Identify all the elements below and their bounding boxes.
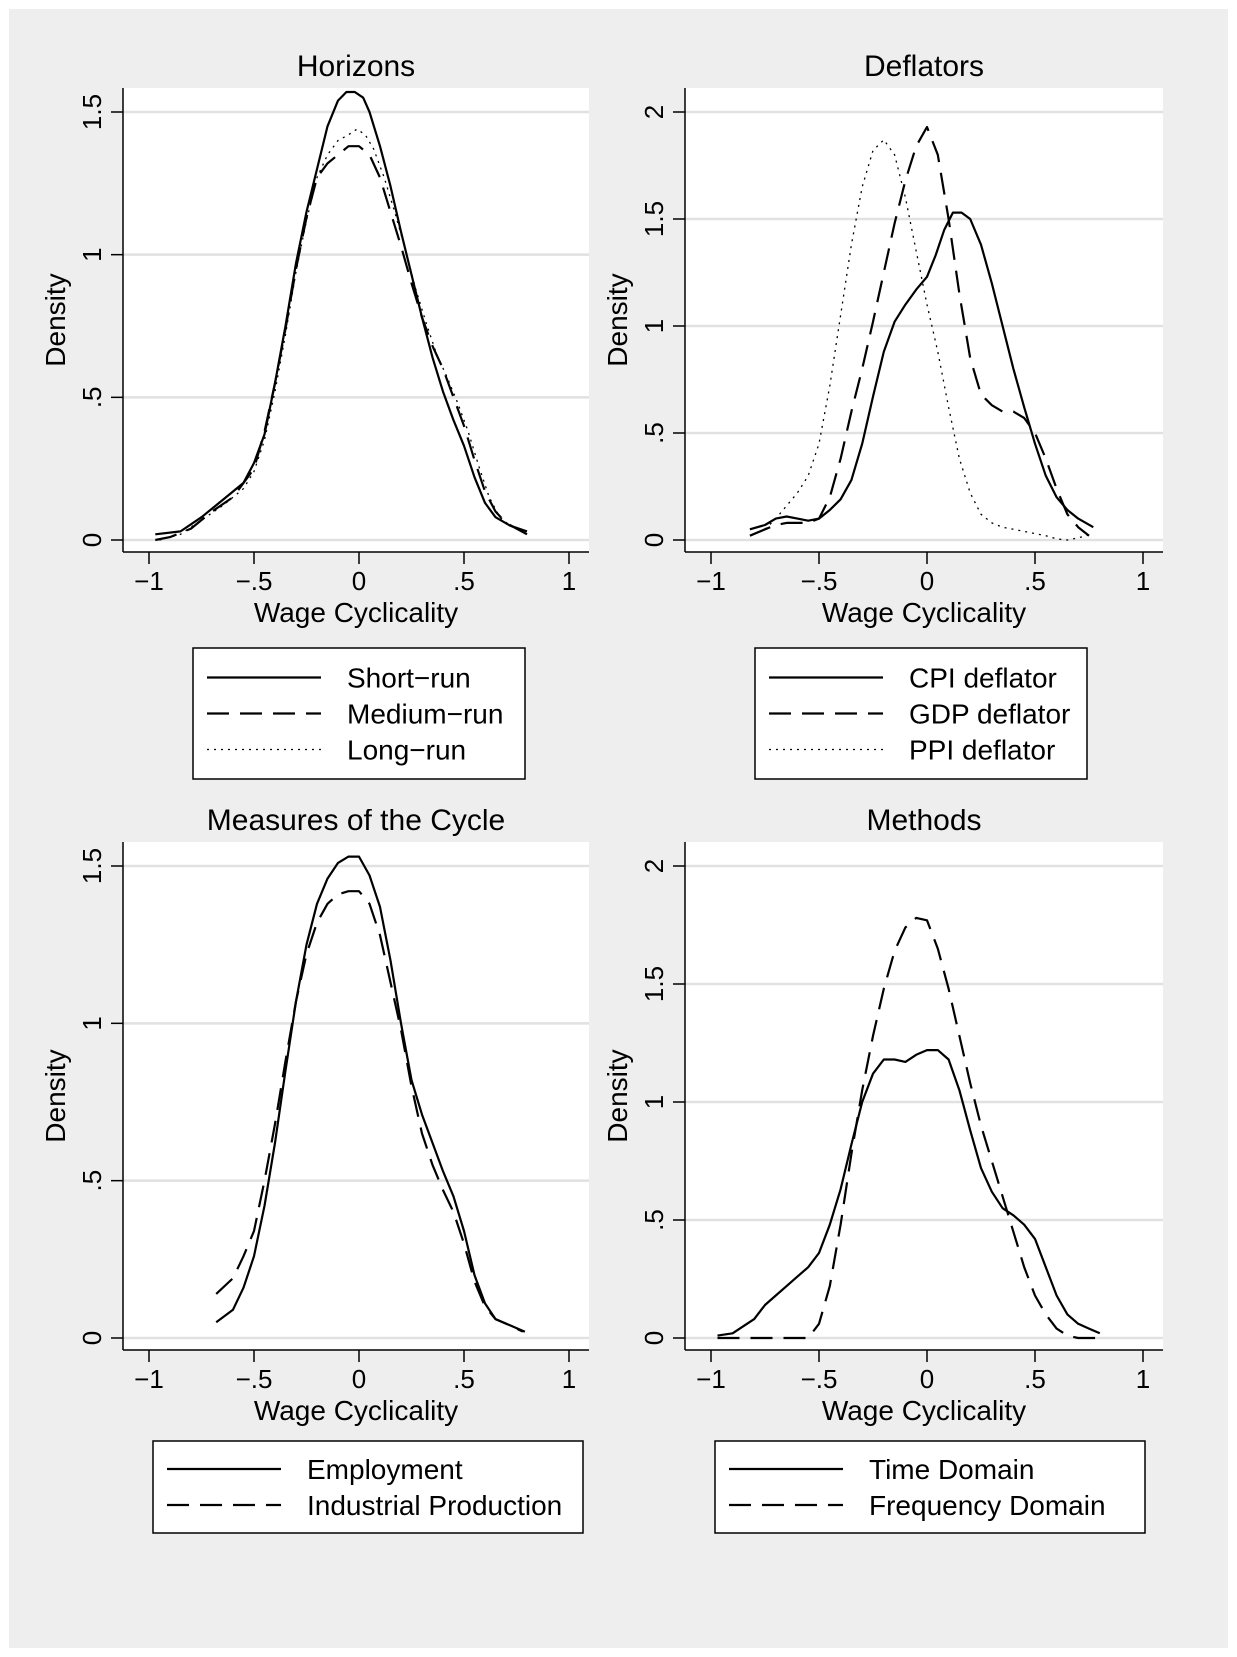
x-tick-label: 0	[920, 566, 934, 596]
legend-box	[714, 1440, 1146, 1534]
plot-area	[685, 842, 1163, 1350]
legend-label-2: Medium−run	[347, 699, 503, 730]
panel-measures-of-the-cycle: Measures of the Cycle 0 .5 1 1.5 −1 −.5 0 .5 1 Wag…	[40, 809, 589, 1534]
x-tick-label: 1	[562, 566, 576, 596]
legend: CPI deflator GDP deflator PPI deflator	[754, 647, 1088, 780]
y-tick-label: 1	[639, 1095, 669, 1109]
y-tick-label: .5	[639, 422, 669, 444]
x-tick-label: 0	[920, 1364, 934, 1394]
series-line-2	[155, 145, 528, 542]
y-tick-label: 1.5	[77, 848, 107, 884]
x-tick-label: −.5	[236, 566, 273, 596]
x-tick-label: 1	[1136, 1364, 1150, 1394]
series-line-1	[155, 90, 528, 536]
legend: Time Domain Frequency Domain	[714, 1440, 1146, 1534]
y-tick-label: 1.5	[639, 201, 669, 237]
y-tick-label: 0	[77, 533, 107, 547]
x-axis-title: Wage Cyclicality	[822, 1395, 1026, 1426]
x-tick-label: −.5	[801, 1364, 838, 1394]
legend: Short−run Medium−run Long−run	[192, 647, 526, 780]
x-tick-label: .5	[453, 1364, 475, 1394]
series-line-2	[717, 916, 1100, 1340]
series-line-1	[749, 211, 1094, 531]
legend-label-3: Long−run	[347, 735, 466, 766]
chart-title: Methods	[866, 809, 981, 837]
x-tick-label: .5	[1024, 566, 1046, 596]
legend-label-1: Time Domain	[869, 1454, 1034, 1485]
x-tick-label: −.5	[236, 1364, 273, 1394]
y-tick-label: .5	[77, 386, 107, 408]
plot-area	[123, 88, 589, 552]
x-tick-label: −.5	[801, 566, 838, 596]
figure-background: Horizons 0.5 1 1.5 −1 −.5 0.5 1 Wage Cyclicality…	[9, 9, 1228, 1648]
panel-methods: Methods 0 .5 1 1.5 2 −1 −.5 0 .5 1 Wage Cyclicality…	[602, 809, 1163, 1534]
x-tick-label: −1	[134, 1364, 164, 1394]
legend-label-1: CPI deflator	[909, 663, 1057, 694]
y-axis-title: Density	[602, 1049, 633, 1142]
x-tick-label: 0	[352, 1364, 366, 1394]
y-tick-label: .5	[77, 1170, 107, 1192]
legend-label-1: Short−run	[347, 663, 471, 694]
plot-area	[685, 88, 1163, 552]
legend-label-1: Employment	[307, 1454, 463, 1485]
y-axis-title: Density	[602, 273, 633, 366]
legend: Employment Industrial Production	[152, 1440, 584, 1534]
x-tick-label: 1	[1136, 566, 1150, 596]
legend-box	[152, 1440, 584, 1534]
y-tick-label: 1.5	[77, 94, 107, 130]
x-axis-title: Wage Cyclicality	[254, 597, 458, 628]
panel-deflators: Deflators 0 .5 1 1.5 2 −1 −.5 0 .5 1 Wage Cyclicali…	[602, 50, 1163, 780]
y-tick-label: .5	[639, 1209, 669, 1231]
series-line-2	[749, 125, 1090, 537]
y-tick-label: 2	[639, 859, 669, 873]
series-line-2	[215, 890, 524, 1333]
y-tick-label: 1	[77, 1016, 107, 1030]
y-tick-label: 0	[77, 1331, 107, 1345]
plot-area	[123, 842, 589, 1350]
panel-horizons: Horizons 0 .5 1 1.5 −1 −.5 0 .5 1 Wage Cyclicality…	[40, 50, 589, 780]
chart-title: Horizons	[297, 50, 415, 83]
y-tick-label: 0	[639, 1331, 669, 1345]
x-tick-label: −1	[696, 566, 726, 596]
legend-label-2: GDP deflator	[909, 699, 1070, 730]
x-tick-label: .5	[1024, 1364, 1046, 1394]
x-axis-title: Wage Cyclicality	[254, 1395, 458, 1426]
x-tick-label: .5	[453, 566, 475, 596]
legend-label-2: Frequency Domain	[869, 1490, 1106, 1521]
series-line-3	[159, 128, 528, 541]
y-tick-label: 0	[639, 533, 669, 547]
x-tick-label: −1	[696, 1364, 726, 1394]
x-axis-title: Wage Cyclicality	[822, 597, 1026, 628]
x-tick-label: 0	[352, 566, 366, 596]
chart-title: Measures of the Cycle	[207, 809, 505, 837]
y-tick-label: 1	[77, 247, 107, 261]
y-tick-label: 2	[639, 105, 669, 119]
x-tick-label: −1	[134, 566, 164, 596]
y-tick-label: 1.5	[639, 966, 669, 1002]
series-line-1	[717, 1049, 1101, 1337]
x-tick-label: 1	[562, 1364, 576, 1394]
y-tick-label: 1	[639, 319, 669, 333]
legend-label-3: PPI deflator	[909, 735, 1055, 766]
y-axis-title: Density	[40, 273, 71, 366]
series-line-3	[764, 139, 1094, 541]
series-line-1	[215, 855, 526, 1333]
chart-title: Deflators	[864, 50, 984, 83]
legend-label-2: Industrial Production	[307, 1490, 562, 1521]
y-axis-title: Density	[40, 1049, 71, 1142]
